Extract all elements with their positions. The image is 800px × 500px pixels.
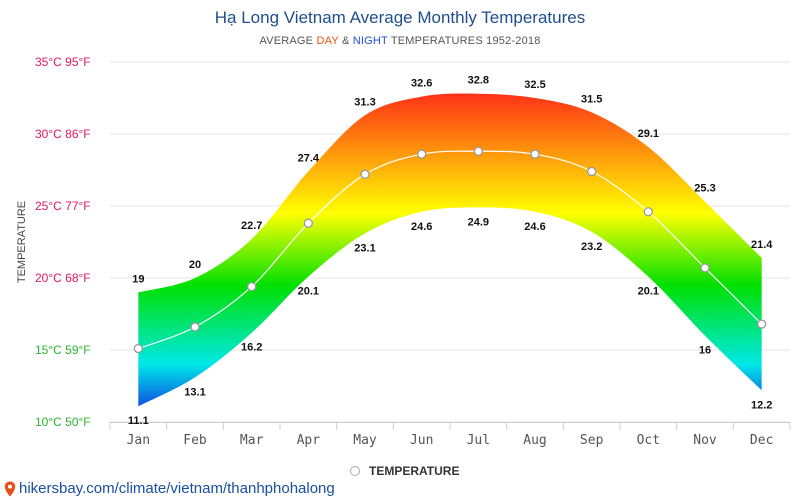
x-tick-label: Nov	[693, 433, 717, 448]
subtitle-amp: &	[338, 35, 353, 47]
data-labels: 19 20 22.7 27.4 31.3 32.6 32.8 32.5 31.5 29.1 25.3…	[128, 75, 773, 427]
day-value-label: 31.3	[354, 96, 375, 108]
temperature-chart: 35°C 95°F 30°C 86°F 25°C 77°F 20°C 68°F 15°C…	[16, 55, 791, 448]
x-tick-label: Jul	[467, 433, 490, 448]
mean-point	[417, 149, 427, 159]
source-link[interactable]: hikersbay.com/climate/vietnam/thanhphoha…	[4, 480, 335, 497]
night-value-label: 16.2	[241, 342, 262, 354]
y-tick-label: 20°C 68°F	[35, 271, 91, 285]
mean-point	[190, 322, 200, 332]
legend-marker-icon	[350, 466, 360, 476]
temperature-band	[138, 93, 762, 407]
source-url: hikersbay.com/climate/vietnam/thanhphoha…	[19, 480, 335, 497]
y-tick-label: 25°C 77°F	[35, 199, 91, 213]
day-value-label: 21.4	[751, 239, 773, 251]
y-tick-label: 15°C 59°F	[35, 343, 91, 357]
day-value-label: 31.5	[581, 93, 602, 105]
subtitle-day: DAY	[316, 35, 339, 47]
x-tick-label: Aug	[523, 433, 546, 448]
day-value-label: 32.5	[524, 79, 545, 91]
x-tick-label: May	[353, 433, 377, 448]
y-axis-title: TEMPERATURE	[16, 201, 28, 283]
x-tick-label: Jun	[410, 433, 433, 448]
y-tick-label: 10°C 50°F	[35, 415, 91, 429]
mean-point	[360, 169, 370, 179]
night-value-label: 24.6	[524, 221, 545, 233]
night-value-label: 11.1	[128, 415, 149, 427]
mean-point	[473, 146, 483, 156]
day-value-label: 25.3	[694, 183, 715, 195]
day-value-label: 22.7	[241, 220, 262, 232]
x-tick-label: Sep	[580, 433, 604, 448]
night-value-label: 23.2	[581, 241, 602, 253]
day-night-band	[138, 93, 762, 407]
day-value-label: 32.6	[411, 78, 432, 90]
mean-point	[643, 207, 653, 217]
mean-point	[247, 281, 257, 292]
day-value-label: 27.4	[298, 152, 320, 164]
night-value-label: 12.2	[751, 399, 772, 411]
x-tick-label: Mar	[240, 433, 264, 448]
subtitle-prefix: AVERAGE	[259, 35, 317, 47]
x-tick-label: Feb	[183, 433, 207, 448]
mean-line-layer	[133, 146, 767, 354]
x-axis: Jan Feb Mar Apr May Jun Jul Aug Sep Oct Nov Dec	[109, 422, 791, 448]
y-tick-label: 35°C 95°F	[35, 55, 91, 69]
night-value-label: 20.1	[638, 286, 659, 298]
x-tick-label: Oct	[637, 433, 660, 448]
day-value-label: 19	[132, 273, 144, 285]
mean-point	[530, 149, 540, 159]
x-tick-label: Dec	[750, 433, 773, 448]
night-value-label: 13.1	[184, 386, 205, 398]
night-value-label: 20.1	[298, 286, 319, 298]
legend[interactable]: TEMPERATURE	[350, 464, 459, 478]
mean-point	[303, 218, 313, 228]
legend-label: TEMPERATURE	[369, 464, 460, 478]
x-tick-label: Apr	[297, 433, 321, 448]
mean-point	[700, 263, 710, 273]
chart-title: Hạ Long Vietnam Average Monthly Temperat…	[214, 8, 586, 27]
chart-subtitle: AVERAGE DAY & NIGHT TEMPERATURES 1952-20…	[0, 35, 800, 47]
subtitle-suffix: TEMPERATURES 1952-2018	[387, 35, 541, 47]
mean-point	[757, 319, 767, 329]
subtitle-night: NIGHT	[352, 35, 388, 47]
day-value-label: 20	[189, 259, 201, 271]
night-value-label: 16	[699, 345, 711, 357]
night-value-label: 24.9	[468, 216, 489, 228]
day-value-label: 29.1	[638, 128, 659, 140]
mean-point	[587, 166, 597, 177]
night-value-label: 24.6	[411, 221, 432, 233]
night-value-label: 23.1	[354, 242, 375, 254]
mean-point	[133, 343, 143, 354]
y-tick-label: 30°C 86°F	[35, 127, 91, 141]
x-tick-label: Jan	[127, 433, 150, 448]
map-pin-icon	[4, 481, 16, 496]
day-value-label: 32.8	[468, 75, 489, 87]
